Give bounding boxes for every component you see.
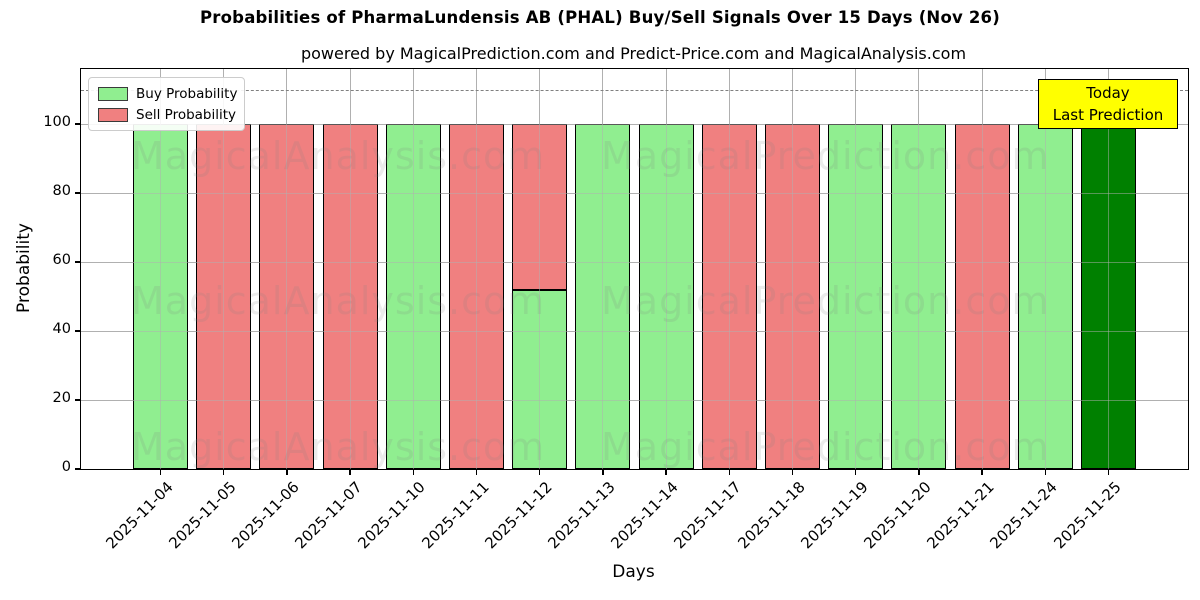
x-tick-mark	[412, 470, 415, 475]
legend-entry-buy: Buy Probability	[98, 85, 238, 102]
y-tick-mark	[74, 192, 80, 194]
gridline-horizontal-overlay	[81, 261, 1188, 263]
x-tick-label: 2025-11-12	[481, 478, 556, 553]
legend-label-sell: Sell Probability	[136, 106, 237, 123]
y-tick-label: 60	[52, 252, 71, 269]
gridline-vertical-overlay	[918, 69, 920, 469]
x-tick-mark	[286, 470, 288, 475]
x-tick-label: 2025-11-24	[986, 478, 1062, 553]
x-tick-label: 2025-11-18	[733, 478, 809, 553]
x-tick-label: 2025-11-21	[923, 478, 998, 553]
chart-title: Probabilities of PharmaLundensis AB (PHA…	[200, 8, 1000, 27]
legend-label-buy: Buy Probability	[136, 85, 238, 102]
y-tick-label: 80	[52, 183, 71, 200]
x-tick-label: 2025-11-05	[165, 478, 240, 553]
legend-swatch-sell	[98, 107, 128, 122]
y-tick-mark	[74, 468, 80, 470]
plot-area: MagicalAnalysis.comMagicalPrediction.com…	[74, 68, 1189, 475]
x-tick-label: 2025-11-06	[228, 478, 303, 553]
x-axis-label: Days	[612, 562, 655, 582]
x-tick-mark	[475, 470, 478, 475]
x-tick-mark	[981, 470, 983, 475]
gridline-vertical-overlay	[476, 69, 477, 469]
y-tick-label: 100	[43, 114, 71, 131]
y-tick-mark	[74, 330, 80, 332]
gridline-vertical-overlay	[539, 69, 541, 469]
gridline-horizontal-overlay	[81, 123, 1188, 125]
today-annotation: Today Last Prediction	[1038, 79, 1178, 129]
gridline-vertical-overlay	[412, 69, 414, 469]
gridline-vertical-overlay	[160, 69, 161, 469]
gridline-vertical-overlay	[792, 69, 793, 469]
legend-entry-sell: Sell Probability	[98, 106, 237, 123]
x-tick-label: 2025-11-19	[797, 478, 872, 553]
legend: Buy Probability Sell Probability	[88, 77, 245, 131]
gridline-vertical-overlay	[728, 69, 730, 469]
gridline-vertical-overlay	[855, 69, 857, 469]
gridline-vertical-overlay	[349, 69, 351, 469]
x-tick-mark	[602, 470, 604, 475]
y-tick-label: 0	[61, 459, 71, 475]
x-tick-mark	[349, 470, 351, 475]
today-annotation-line1: Today	[1086, 84, 1130, 102]
legend-swatch-buy	[98, 86, 128, 101]
x-tick-mark	[1044, 470, 1047, 475]
x-tick-label: 2025-11-25	[1049, 478, 1125, 553]
gridline-vertical-overlay	[981, 69, 983, 469]
x-tick-mark	[728, 470, 731, 475]
y-tick-label: 40	[52, 321, 71, 338]
x-tick-label: 2025-11-07	[291, 478, 366, 553]
gridline-horizontal-overlay	[81, 399, 1188, 401]
x-tick-mark	[222, 470, 225, 475]
x-tick-label: 2025-11-04	[101, 478, 177, 553]
gridline-horizontal-overlay	[81, 330, 1188, 332]
gridline-vertical-overlay	[286, 69, 288, 469]
gridline-vertical-overlay	[1108, 69, 1109, 469]
x-tick-mark	[665, 470, 667, 475]
gridline-horizontal-overlay	[81, 192, 1188, 194]
y-tick-label: 20	[52, 390, 71, 407]
chart-subtitle: powered by MagicalPrediction.com and Pre…	[300, 44, 967, 63]
x-tick-label: 2025-11-11	[417, 478, 493, 553]
gridline-vertical-overlay	[223, 69, 225, 469]
x-tick-mark	[854, 470, 857, 475]
dashed-threshold-line	[81, 89, 1188, 91]
x-tick-mark	[538, 470, 541, 475]
x-tick-label: 2025-11-10	[354, 478, 430, 553]
y-tick-mark	[74, 123, 80, 125]
x-tick-label: 2025-11-14	[607, 478, 682, 553]
gridline-vertical-overlay	[665, 69, 667, 469]
gridline-vertical-overlay	[602, 69, 604, 469]
x-tick-label: 2025-11-17	[670, 478, 746, 553]
today-annotation-line2: Last Prediction	[1052, 106, 1164, 124]
y-tick-mark	[74, 261, 80, 263]
gridline-vertical-overlay	[1044, 69, 1046, 469]
x-tick-mark	[159, 470, 162, 475]
x-tick-mark	[918, 470, 920, 475]
x-tick-label: 2025-11-13	[544, 478, 619, 553]
x-tick-mark	[791, 470, 794, 475]
x-tick-mark	[1107, 470, 1110, 475]
y-tick-mark	[74, 399, 80, 401]
x-tick-label: 2025-11-20	[860, 478, 935, 553]
